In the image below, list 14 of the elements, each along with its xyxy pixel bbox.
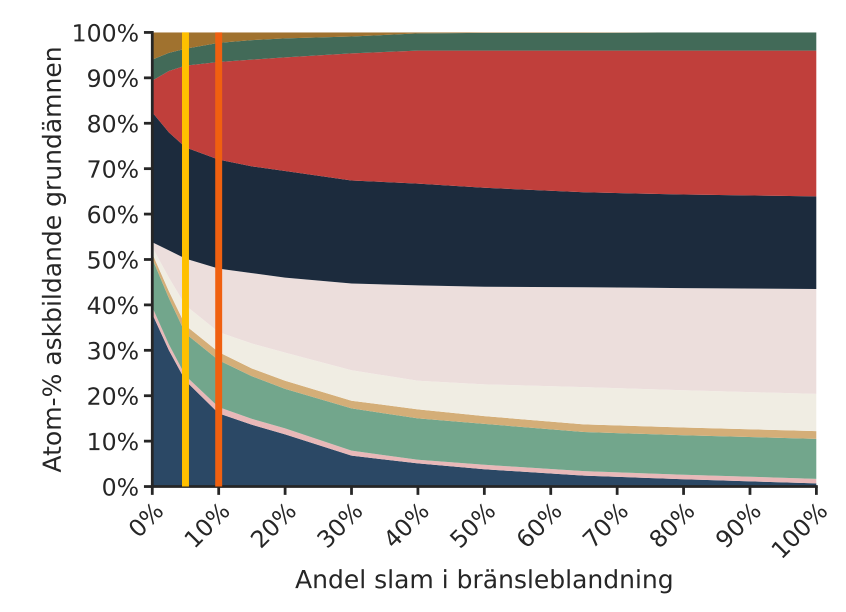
y-tick-label: 50%	[88, 250, 138, 269]
y-tick-label: 70%	[88, 160, 138, 178]
y-tick-label: 10%	[89, 432, 138, 450]
x-tick-label: 0%	[127, 500, 164, 538]
y-tick-label: 40%	[88, 296, 138, 314]
y-tick-label: 0%	[103, 478, 138, 496]
y-tick-label: 100%	[74, 24, 138, 42]
y-tick-label: 60%	[88, 206, 138, 224]
y-tick-label: 20%	[88, 387, 138, 406]
x-axis-title: Andel slam i bränsleblandning	[295, 569, 672, 594]
y-tick-label: 80%	[88, 114, 138, 133]
y-tick-label: 30%	[88, 342, 138, 360]
y-axis-title: Atom-% askbildande grundämnen	[42, 48, 66, 472]
y-tick-label: 90%	[88, 69, 138, 88]
